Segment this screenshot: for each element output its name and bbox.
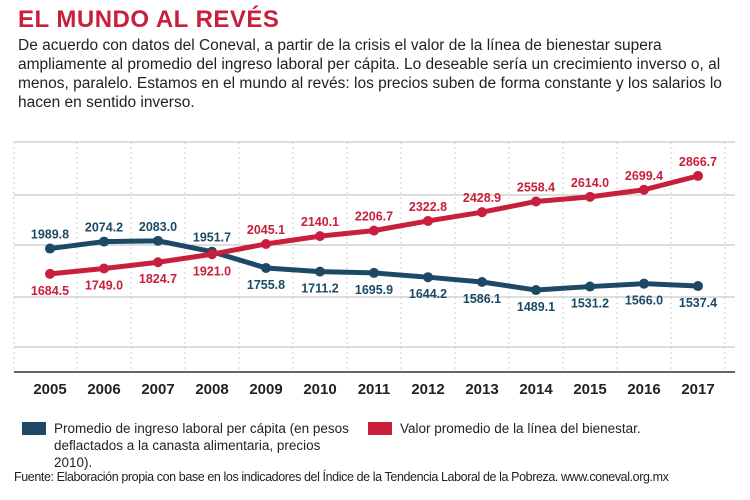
data-label: 2074.2 <box>85 221 123 235</box>
data-point <box>585 281 595 292</box>
data-label: 1566.0 <box>625 294 663 308</box>
data-point <box>207 249 217 260</box>
data-label: 2045.1 <box>247 223 285 237</box>
x-tick-label: 2008 <box>195 381 228 398</box>
data-label: 2614.0 <box>571 176 609 190</box>
data-label: 1711.2 <box>301 282 339 296</box>
data-point <box>99 236 109 247</box>
x-tick-label: 2011 <box>358 381 391 398</box>
data-label: 1989.8 <box>31 228 69 242</box>
data-label: 1749.0 <box>85 279 123 293</box>
data-point <box>693 170 703 181</box>
data-point <box>369 267 379 278</box>
legend-swatch-red <box>368 422 392 435</box>
legend-item-bienestar: Valor promedio de la línea del bienestar… <box>368 420 738 437</box>
legend-item-ingreso: Promedio de ingreso laboral per cápita (… <box>22 420 362 471</box>
data-point <box>639 184 649 195</box>
chart-title: EL MUNDO AL REVÉS <box>18 6 280 33</box>
data-label: 1586.1 <box>463 292 501 306</box>
data-point <box>423 215 433 226</box>
data-label: 2140.1 <box>301 215 339 229</box>
legend-label: Valor promedio de la línea del bienestar… <box>400 421 641 436</box>
data-point <box>477 207 487 218</box>
data-label: 1531.2 <box>571 297 609 311</box>
data-label: 2083.0 <box>139 220 177 234</box>
data-label: 1951.7 <box>193 231 231 245</box>
data-point <box>477 277 487 288</box>
data-point <box>261 238 271 249</box>
data-point <box>531 285 541 296</box>
x-tick-label: 2013 <box>465 381 498 398</box>
x-tick-label: 2016 <box>627 381 660 398</box>
data-point <box>369 225 379 236</box>
data-point <box>531 196 541 207</box>
data-point <box>45 268 55 279</box>
data-point <box>423 272 433 283</box>
x-tick-label: 2005 <box>33 381 66 398</box>
data-point <box>261 262 271 273</box>
data-label: 2558.4 <box>517 180 555 194</box>
x-tick-label: 2012 <box>411 381 444 398</box>
data-point <box>153 257 163 268</box>
x-tick-label: 2007 <box>141 381 174 398</box>
data-label: 1695.9 <box>355 283 393 297</box>
data-label: 1684.5 <box>31 284 69 298</box>
intro-text: De acuerdo con datos del Coneval, a part… <box>18 37 722 111</box>
data-label: 1755.8 <box>247 278 285 292</box>
x-tick-label: 2009 <box>249 381 282 398</box>
data-label: 1824.7 <box>139 272 177 286</box>
data-point <box>639 278 649 289</box>
data-point <box>315 231 325 242</box>
x-tick-label: 2006 <box>87 381 120 398</box>
data-point <box>585 191 595 202</box>
data-point <box>45 243 55 254</box>
data-point <box>153 235 163 246</box>
x-tick-label: 2017 <box>681 381 714 398</box>
data-label: 1921.0 <box>193 264 231 278</box>
data-point <box>99 263 109 274</box>
legend-swatch-blue <box>22 422 46 435</box>
source-note: Fuente: Elaboración propia con base en l… <box>14 470 669 484</box>
data-label: 1489.1 <box>517 300 555 314</box>
data-label: 2699.4 <box>625 169 663 183</box>
x-tick-label: 2015 <box>573 381 606 398</box>
data-label: 2322.8 <box>409 200 447 214</box>
data-label: 1537.4 <box>679 296 717 310</box>
data-point <box>315 266 325 277</box>
data-label: 2428.9 <box>463 191 501 205</box>
legend-label: Promedio de ingreso laboral per cápita (… <box>54 421 349 470</box>
x-tick-label: 2010 <box>303 381 336 398</box>
data-label: 2866.7 <box>679 155 717 169</box>
line-chart: 2005 2006 2007 2008 2009 2010 2011 2012 2013 2014… <box>13 141 735 398</box>
data-label: 1644.2 <box>409 287 447 301</box>
data-label: 2206.7 <box>355 210 393 224</box>
data-point <box>693 281 703 292</box>
x-tick-label: 2014 <box>519 381 553 398</box>
